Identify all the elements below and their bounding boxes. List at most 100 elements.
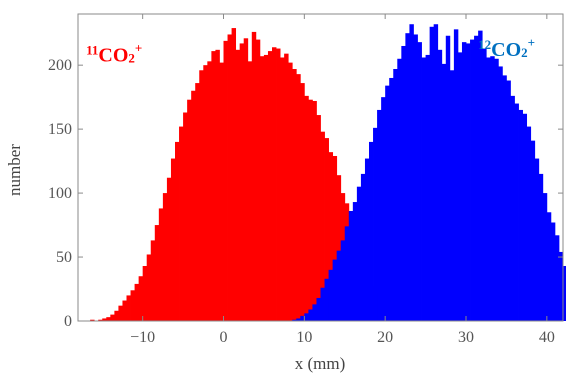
histogram-bar <box>344 226 350 321</box>
histogram-bar <box>308 99 313 321</box>
histogram-bar <box>288 62 293 322</box>
histogram-bar <box>219 62 224 322</box>
histogram-bar <box>170 158 176 321</box>
histogram-bar <box>542 193 548 321</box>
y-tick-label: 0 <box>64 313 72 330</box>
histogram-bar <box>243 38 249 322</box>
y-axis-label: number <box>5 144 24 196</box>
histogram-bar <box>514 103 519 321</box>
histogram-bar <box>324 278 329 321</box>
histogram-bar <box>227 34 232 321</box>
histogram-bar <box>417 42 422 321</box>
histogram-bar <box>457 52 463 322</box>
histogram-bar <box>166 177 172 321</box>
histogram-bar <box>300 83 305 321</box>
histogram-bar <box>502 75 507 322</box>
histogram-bar <box>437 49 443 321</box>
histogram-bar <box>304 313 309 321</box>
histogram-bar <box>526 126 532 321</box>
histogram-bar <box>401 45 406 321</box>
histogram-bar <box>292 69 297 321</box>
tick-labels-layer: −10 0 10 20 30 40 0 50 100 150 200 <box>48 57 555 346</box>
histogram-bar <box>360 173 366 321</box>
histogram-bar <box>470 39 475 321</box>
histogram-bar <box>433 24 439 321</box>
histogram-bar <box>340 240 346 321</box>
histogram-bar <box>284 53 289 322</box>
histogram-bar <box>461 42 467 321</box>
histogram-bar <box>429 26 435 321</box>
histogram-bar <box>466 43 471 322</box>
x-tick-label: 20 <box>377 329 393 346</box>
histogram-bar <box>146 254 152 321</box>
histogram-bar <box>183 112 188 321</box>
histogram-bar <box>316 297 321 321</box>
histogram-bar <box>534 158 540 321</box>
y-tick-label: 100 <box>48 185 72 202</box>
histogram-bar <box>421 57 426 322</box>
histogram-bar <box>332 155 338 321</box>
histogram-bar <box>336 175 342 321</box>
histogram-bar <box>324 138 329 321</box>
histogram-bar <box>312 304 317 321</box>
histogram-bar <box>158 208 164 321</box>
histogram-bar <box>255 39 261 321</box>
x-axis-label: x (mm) <box>295 354 346 373</box>
histogram-bar <box>267 51 273 321</box>
histogram-bar <box>195 83 200 321</box>
histogram-bar <box>518 109 523 321</box>
histogram-bar <box>494 58 499 322</box>
histogram-bar <box>348 210 354 321</box>
histogram-bar <box>215 49 220 321</box>
histogram-bar <box>328 152 334 321</box>
histogram-bar <box>441 63 447 321</box>
histogram-bar <box>409 24 414 321</box>
histogram-bar <box>235 49 241 321</box>
species-label: 11CO2+ <box>86 40 142 66</box>
histogram-bar <box>223 40 228 322</box>
histogram-bar <box>207 61 212 321</box>
histogram-bar <box>263 54 269 322</box>
histogram-bar <box>122 300 127 321</box>
histogram-bar <box>179 126 184 321</box>
histogram-bar <box>506 80 511 322</box>
histogram-bar <box>563 266 566 321</box>
histogram-bar <box>199 70 204 321</box>
histogram-bar <box>187 99 192 321</box>
histogram-bar <box>276 48 281 321</box>
histogram-bar <box>292 319 297 321</box>
histogram-bar <box>381 97 386 322</box>
histogram-bar <box>106 317 111 321</box>
histogram-bar <box>239 43 245 322</box>
histogram-bar <box>377 109 382 321</box>
histogram-bar <box>449 70 455 321</box>
histogram-bar <box>211 51 216 321</box>
histogram-bar <box>320 131 325 321</box>
histogram-bar <box>154 225 160 321</box>
y-tick-label: 200 <box>48 57 72 74</box>
histogram-bar <box>138 276 144 321</box>
histogram-bar <box>425 54 431 322</box>
histogram-bar <box>126 295 131 321</box>
plot-frame <box>77 13 564 322</box>
histogram-bar <box>316 115 321 321</box>
histogram-bar <box>482 48 487 321</box>
histogram-bar <box>530 140 536 321</box>
histogram-bar <box>247 61 253 321</box>
histogram-bar <box>389 77 394 322</box>
histogram-bar <box>510 95 515 322</box>
histogram-bar <box>280 57 285 322</box>
histogram-bar <box>336 250 342 321</box>
histogram-bar <box>385 85 390 321</box>
histogram-bar <box>296 74 301 322</box>
histogram-bar <box>356 186 362 321</box>
histogram-bar <box>373 127 378 321</box>
histogram-bar <box>538 173 544 321</box>
histogram-bar <box>405 33 410 321</box>
histogram-bar <box>352 202 358 321</box>
histogram-bar <box>308 309 313 321</box>
species-label: 12CO2+ <box>478 35 535 61</box>
histogram-bar <box>522 113 528 322</box>
x-tick-label: 0 <box>220 329 228 346</box>
